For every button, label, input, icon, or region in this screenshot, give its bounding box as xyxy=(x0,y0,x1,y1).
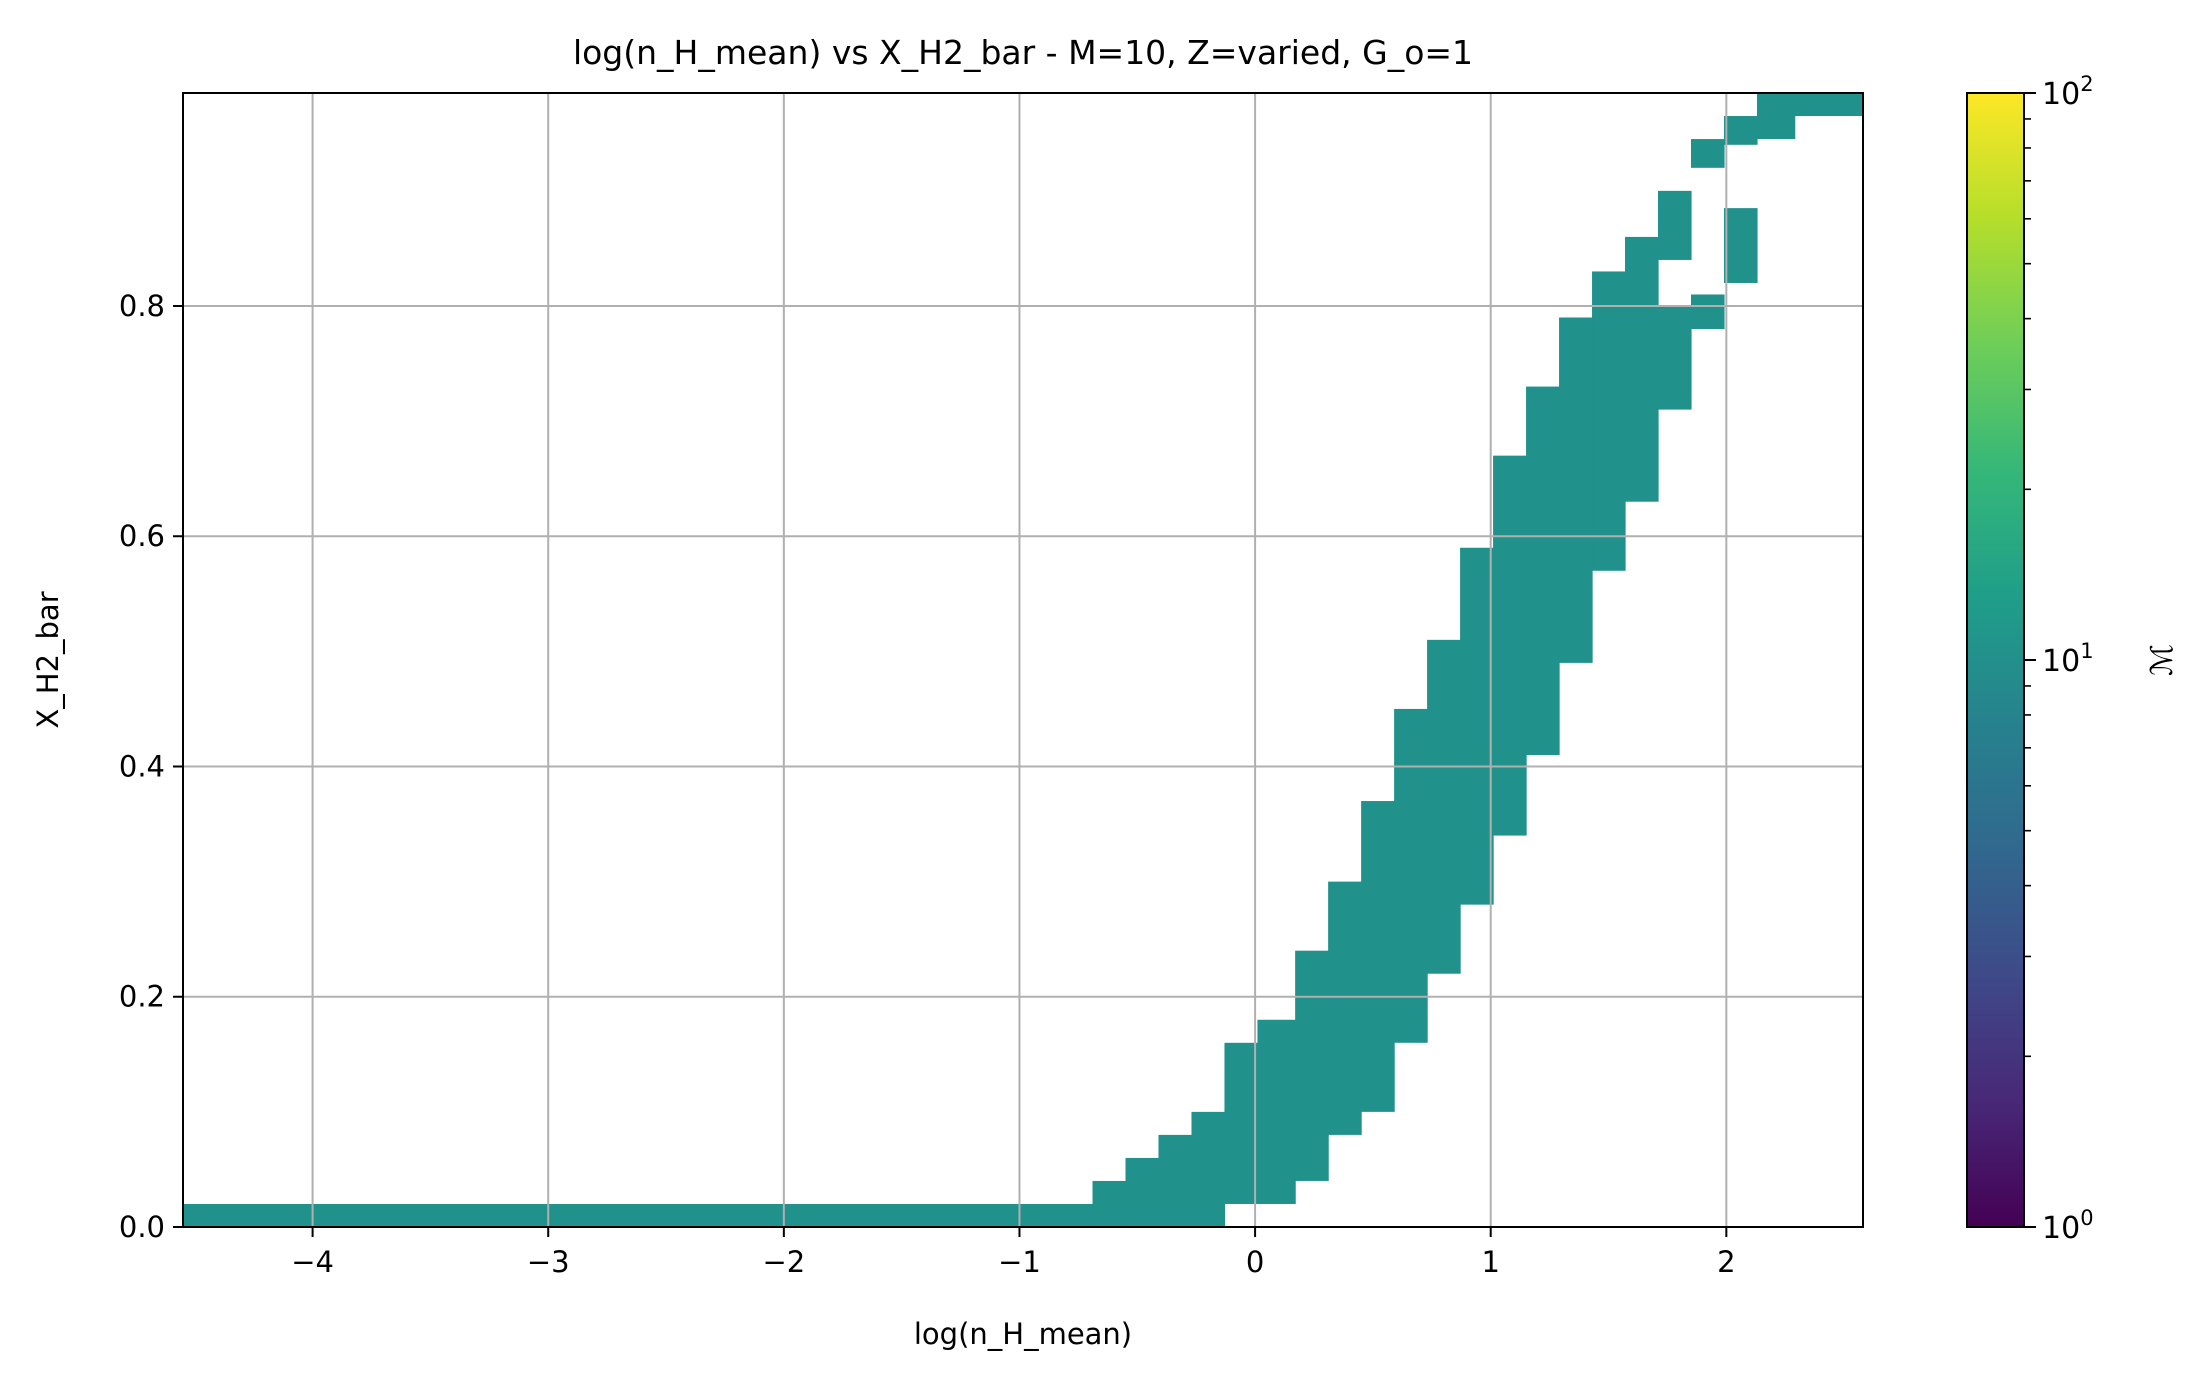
colorbar-tick-label: 102 xyxy=(2042,72,2094,112)
y-tick-label: 0.8 xyxy=(119,289,165,323)
heatmap-cells xyxy=(183,93,1864,1227)
grid-lines xyxy=(183,93,1863,1228)
colorbar-label: ℳ xyxy=(2145,644,2180,676)
heatmap-cell xyxy=(1125,1157,1160,1227)
heatmap-cell xyxy=(1092,1180,1127,1227)
heatmap-cell xyxy=(1592,271,1626,571)
heatmap-cell xyxy=(1493,455,1527,836)
colorbar-tick-label: 100 xyxy=(2042,1206,2094,1246)
heatmap-cell xyxy=(183,1203,1094,1227)
x-tick-label: −3 xyxy=(527,1245,570,1279)
x-tick-label: −2 xyxy=(762,1245,805,1279)
heatmap-cell xyxy=(1559,317,1593,663)
heatmap-cell xyxy=(1658,305,1692,410)
heatmap-cell xyxy=(1361,801,1395,1112)
y-tick-label: 0.4 xyxy=(119,749,165,783)
y-axis: 0.0 0.2 0.4 0.6 0.8 xyxy=(119,289,183,1244)
heatmap-cell xyxy=(1658,190,1692,260)
heatmap-cell xyxy=(1257,1019,1296,1204)
heatmap-cell xyxy=(1794,93,1864,117)
heatmap-cell xyxy=(1460,547,1494,905)
heatmap-cell xyxy=(1526,386,1560,755)
heatmap-cell xyxy=(1625,236,1659,502)
x-tick-label: 1 xyxy=(1481,1245,1499,1279)
heatmap-cell xyxy=(1328,881,1362,1135)
y-tick-label: 0.0 xyxy=(119,1210,165,1244)
x-axis: −4 −3 −2 −1 0 1 2 xyxy=(291,1227,1736,1279)
x-axis-label: log(n_H_mean) xyxy=(914,1317,1132,1351)
heatmap-cell xyxy=(1394,708,1428,1043)
heatmap-cell xyxy=(1191,1111,1226,1227)
x-tick-label: 0 xyxy=(1246,1245,1264,1279)
colorbar-tick-label: 101 xyxy=(2042,639,2094,679)
heatmap-cell xyxy=(1756,93,1796,140)
heatmap-cell xyxy=(1427,639,1461,974)
plot-area-frame xyxy=(182,92,1864,1228)
heatmap-cell xyxy=(1723,208,1758,283)
y-tick-label: 0.2 xyxy=(119,980,165,1014)
x-tick-label: 2 xyxy=(1717,1245,1735,1279)
heatmap-cell xyxy=(1690,294,1725,330)
heatmap-cell xyxy=(1723,116,1758,145)
y-tick-label: 0.6 xyxy=(119,519,165,553)
heatmap-cell xyxy=(1295,950,1329,1181)
heatmap-cell xyxy=(1224,1042,1259,1204)
y-axis-label: X_H2_bar xyxy=(31,591,65,728)
heatmap-cell xyxy=(1158,1134,1193,1227)
chart-title: log(n_H_mean) vs X_H2_bar - M=10, Z=vari… xyxy=(573,33,1473,72)
colorbar-axis: 100 101 102 xyxy=(2024,72,2094,1246)
x-tick-label: −4 xyxy=(291,1245,334,1279)
heatmap-cell xyxy=(1690,139,1725,168)
colorbar xyxy=(1966,92,2025,1228)
x-tick-label: −1 xyxy=(998,1245,1041,1279)
